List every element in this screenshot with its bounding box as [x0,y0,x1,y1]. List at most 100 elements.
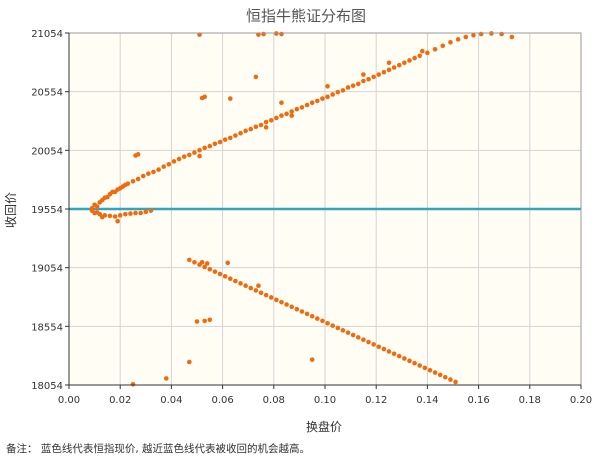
x-tick-label: 0.06 [211,395,233,406]
data-point [284,302,289,307]
data-point [509,34,515,40]
data-point [212,269,218,274]
data-point [417,363,423,368]
data-point [376,72,382,77]
data-point [187,359,192,365]
data-point [187,152,192,158]
data-point [455,37,461,42]
x-tick-label: 0.20 [570,395,592,406]
data-point [289,109,295,114]
data-point [171,159,177,164]
data-point [366,76,371,82]
data-point [248,285,254,291]
data-point [227,135,233,141]
data-point [194,319,200,324]
data-point [133,210,138,216]
data-point [253,74,259,80]
data-point [391,351,397,357]
data-point [299,105,305,110]
data-point [386,60,392,66]
footnote: 备注： 蓝色线代表恒指现价, 越近蓝色线代表被收回的机会越高。 [6,443,311,455]
data-point [258,290,264,296]
data-point [238,281,243,286]
data-point [163,376,169,381]
data-point [355,81,361,87]
data-point [361,78,366,84]
data-point [125,181,131,186]
data-point [115,218,120,224]
data-point [471,32,476,38]
data-point [107,213,113,219]
data-point [320,318,325,324]
data-point [181,154,187,159]
data-point [335,325,341,331]
data-point [248,126,254,132]
y-tick-label: 18054 [31,381,63,392]
data-point [199,259,205,265]
data-point [143,209,149,215]
data-point [425,50,430,56]
data-point [315,98,320,104]
data-point [320,96,325,101]
data-point [422,365,428,371]
x-tick-label: 0.02 [109,395,131,406]
data-point [376,344,382,350]
data-point [396,353,402,359]
x-tick-label: 0.04 [160,395,182,406]
data-point [402,356,407,361]
data-point [309,100,315,105]
data-point [233,278,238,284]
data-point [151,169,156,175]
data-point [138,210,143,216]
data-point [243,128,248,134]
y-axis-label: 收回价 [4,192,18,228]
y-tick-label: 19554 [31,205,63,216]
y-tick-label: 20054 [31,146,63,157]
data-point [176,156,182,162]
data-point [440,43,446,49]
data-point [294,106,300,112]
data-point [417,53,423,59]
data-point [146,171,151,176]
data-point [427,367,433,373]
data-point [207,317,213,323]
data-point [268,117,274,123]
data-point [243,283,248,289]
data-point [204,261,210,266]
data-point [202,145,207,151]
data-point [94,204,100,209]
data-point [350,332,356,338]
data-point [256,283,261,289]
data-point [407,358,412,364]
data-point [156,167,161,172]
x-axis-label: 换盘价 [306,419,342,434]
data-point [212,141,218,147]
data-point [197,147,202,153]
data-point [386,67,392,73]
x-tick-label: 0.10 [314,395,336,406]
data-point [381,346,387,352]
data-point [499,31,504,37]
data-point [386,349,392,354]
data-point [315,316,320,321]
data-point [443,374,448,380]
data-point [279,113,284,118]
data-point [99,214,105,220]
data-point [371,74,376,80]
data-point [396,62,402,68]
data-point [340,88,346,93]
chart-svg: 0.00 0.02 0.04 0.06 0.08 0.10 0.12 0.14 0.16 0.18… [4,7,592,434]
data-point [202,94,207,100]
data-point [89,208,95,213]
x-tick-label: 0.18 [519,395,541,406]
y-tick-label: 19054 [31,264,63,275]
y-tick-label: 18554 [31,322,63,333]
data-point [192,150,197,155]
data-point [135,176,141,182]
data-point [279,31,284,37]
data-point [402,60,407,66]
scatter-chart: 0.00 0.02 0.04 0.06 0.08 0.10 0.12 0.14 0.16 0.18… [4,7,592,434]
data-point [330,323,335,328]
data-point [371,342,376,347]
data-point [309,313,315,319]
